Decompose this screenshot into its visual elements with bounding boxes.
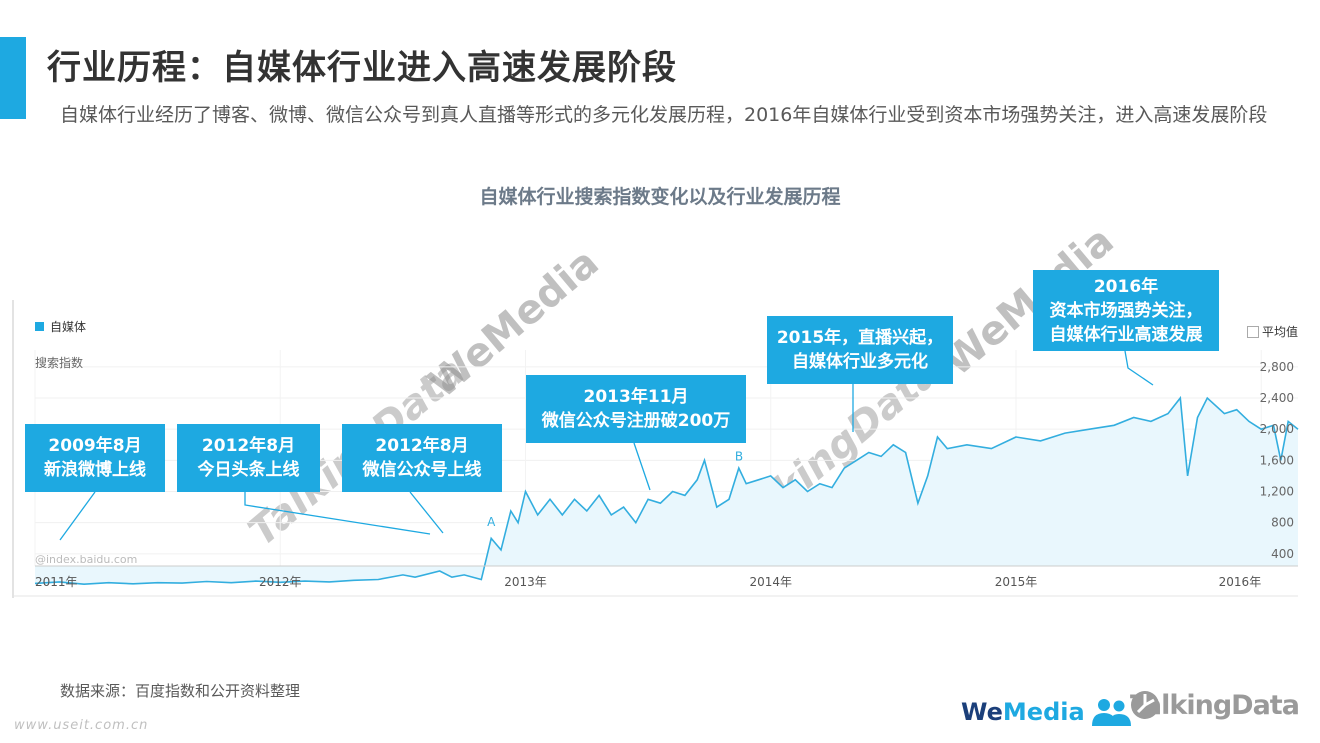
- footer-website: www.useit.com.cn: [14, 718, 149, 733]
- callout-line: 2015年，直播兴起，: [776, 328, 944, 348]
- callout-line: 2009年8月: [48, 436, 142, 456]
- page-title: 行业历程：自媒体行业进入高速发展阶段: [47, 48, 677, 88]
- callout-line: 2012年8月: [375, 436, 469, 456]
- callout-line: 微信公众号注册破200万: [541, 411, 731, 431]
- callout-line: 今日头条上线: [197, 460, 300, 480]
- series-area-fill: [35, 398, 1298, 585]
- data-source-note: 数据来源：百度指数和公开资料整理: [60, 682, 301, 700]
- callout-2012-wechat-official: 2012年8月 微信公众号上线: [342, 424, 502, 492]
- callout-2013-wechat-2m: 2013年11月 微信公众号注册破200万: [526, 375, 746, 443]
- average-checkbox[interactable]: [1247, 325, 1259, 338]
- callout-leader-line: [633, 442, 651, 491]
- x-tick-label: 2011年: [35, 575, 78, 589]
- callout-2015-live: 2015年，直播兴起， 自媒体行业多元化: [767, 316, 953, 384]
- callout-2009-weibo: 2009年8月 新浪微博上线: [25, 424, 165, 492]
- callout-line: 资本市场强势关注，: [1049, 300, 1203, 321]
- callout-line: 2016年: [1093, 276, 1159, 297]
- callout-line: 2013年11月: [583, 387, 689, 407]
- x-tick-label: 2014年: [749, 575, 792, 589]
- x-tick-label: 2012年: [259, 575, 302, 589]
- y-tick-label: 1,200: [1260, 485, 1294, 499]
- callout-2012-toutiao: 2012年8月 今日头条上线: [177, 424, 320, 492]
- y-axis-title: 搜索指数: [35, 356, 84, 370]
- callout-line: 微信公众号上线: [362, 460, 482, 480]
- annotation-marker-A: A: [487, 515, 496, 529]
- talkingdata-logo: TalkingData: [1130, 690, 1300, 721]
- series-line: [34, 395, 1299, 586]
- y-tick-label: 2,000: [1260, 422, 1294, 436]
- callout-line: 自媒体行业高速发展: [1049, 324, 1203, 345]
- callout-leader-line: [409, 491, 444, 534]
- average-legend-label: 平均值: [1262, 325, 1299, 339]
- callout-leader-line: [244, 492, 431, 535]
- callout-line: 新浪微博上线: [44, 460, 146, 480]
- y-tick-label: 2,400: [1260, 391, 1294, 405]
- chart-source-watermark: @index.baidu.com: [35, 553, 138, 566]
- chart-legend: 自媒体: [35, 318, 86, 335]
- y-tick-label: 2,800: [1260, 360, 1294, 374]
- wemedia-logo: We Media: [961, 697, 1131, 727]
- wemedia-logo-media: Media: [1002, 698, 1085, 726]
- legend-swatch: [35, 322, 44, 331]
- x-tick-label: 2016年: [1219, 575, 1262, 589]
- x-tick-label: 2015年: [995, 575, 1038, 589]
- y-tick-label: 1,600: [1260, 453, 1294, 467]
- title-accent-bar: [0, 37, 26, 119]
- legend-label: 自媒体: [50, 320, 87, 334]
- callout-leader-line: [1124, 350, 1154, 386]
- x-tick-label: 2013年: [504, 575, 547, 589]
- callout-leader-line: [59, 491, 96, 541]
- average-legend[interactable]: 平均值: [1247, 323, 1298, 340]
- annotation-marker-B: B: [735, 450, 743, 464]
- callout-2016-capital: 2016年 资本市场强势关注， 自媒体行业高速发展: [1033, 270, 1219, 351]
- y-tick-label: 400: [1271, 547, 1294, 561]
- chart-title: 自媒体行业搜索指数变化以及行业发展历程: [479, 186, 841, 208]
- talkingdata-circle-icon: [1131, 691, 1159, 719]
- y-tick-label: 800: [1271, 516, 1294, 530]
- people-icon: [1091, 699, 1131, 726]
- page-subtitle: 自媒体行业经历了博客、微博、微信公众号到真人直播等形式的多元化发展历程，2016…: [60, 104, 1268, 126]
- callout-line: 自媒体行业多元化: [792, 352, 928, 372]
- wemedia-logo-we: We: [961, 698, 1003, 726]
- callout-line: 2012年8月: [201, 436, 296, 456]
- chart-frame-border: [12, 300, 14, 598]
